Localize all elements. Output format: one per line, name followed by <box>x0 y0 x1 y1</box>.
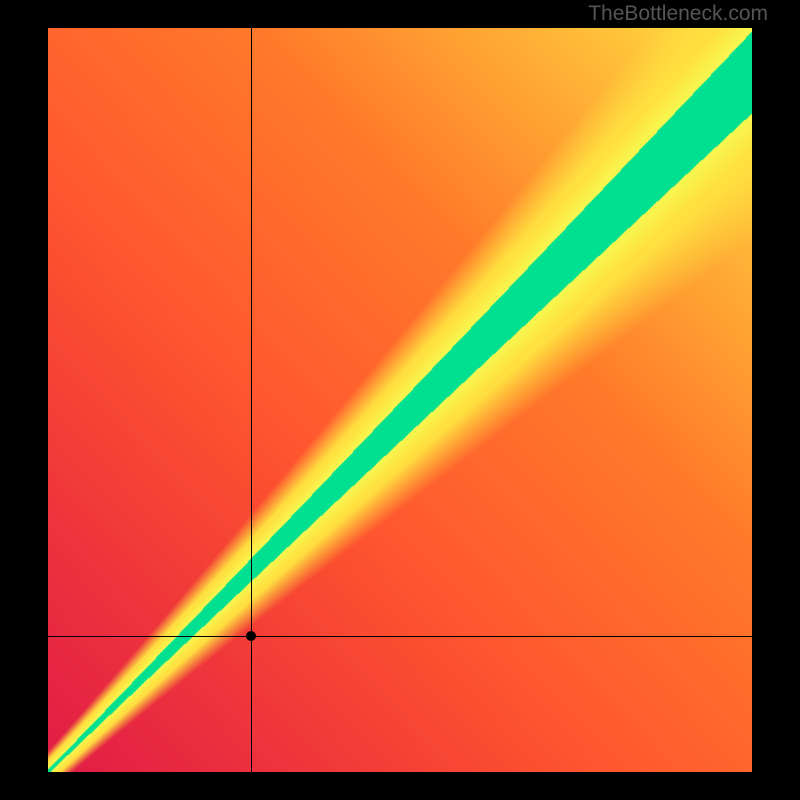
crosshair-vertical <box>251 28 252 772</box>
crosshair-horizontal <box>48 636 752 637</box>
watermark-text: TheBottleneck.com <box>588 2 768 26</box>
data-point-marker <box>246 631 256 641</box>
heatmap-canvas <box>48 28 752 772</box>
chart-frame <box>48 28 752 772</box>
